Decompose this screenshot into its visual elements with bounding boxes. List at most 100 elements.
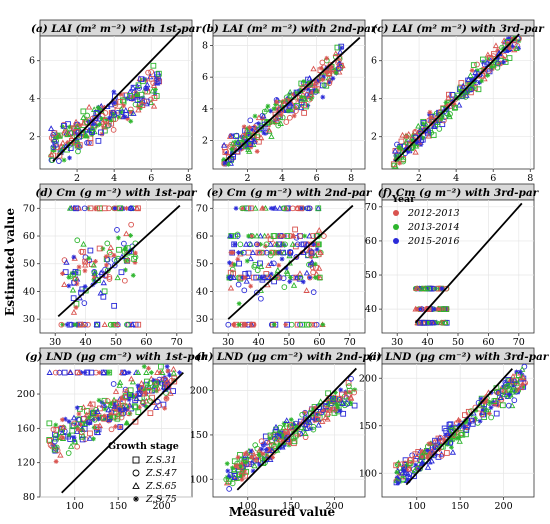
- x-tick-label: 40: [253, 337, 265, 348]
- point-asterisk: [146, 366, 151, 371]
- growth-stage-legend-label: Z.S.75: [145, 494, 177, 505]
- point-asterisk: [118, 425, 123, 430]
- x-tick-label: 70: [513, 337, 525, 348]
- x-tick-label: 100: [408, 501, 426, 512]
- y-tick-label: 70: [365, 202, 377, 213]
- point-asterisk: [118, 407, 123, 412]
- point-asterisk: [109, 415, 114, 420]
- point-asterisk: [272, 322, 277, 327]
- y-tick-label: 50: [365, 270, 377, 281]
- x-tick-label: 30: [222, 337, 234, 348]
- point-asterisk: [302, 234, 307, 239]
- point-asterisk: [244, 322, 249, 327]
- point-asterisk: [122, 406, 127, 411]
- point-asterisk: [247, 125, 252, 130]
- x-tick-label: 200: [495, 501, 513, 512]
- y-axis-label: Estimated value: [3, 208, 17, 316]
- x-tick-label: 150: [109, 501, 127, 512]
- y-tick-label: 2: [371, 132, 377, 143]
- point-asterisk: [100, 246, 105, 251]
- x-tick-label: 6: [148, 173, 154, 184]
- y-tick-label: 200: [190, 386, 208, 397]
- y-tick-label: 70: [196, 203, 208, 214]
- point-asterisk: [116, 235, 121, 240]
- point-asterisk: [77, 265, 82, 270]
- point-asterisk: [237, 322, 242, 327]
- point-asterisk: [112, 253, 117, 258]
- x-tick-label: 30: [49, 337, 61, 348]
- point-asterisk: [518, 370, 523, 375]
- point-asterisk: [255, 149, 260, 154]
- x-tick-label: 50: [110, 337, 122, 348]
- y-tick-label: 120: [17, 458, 35, 469]
- point-asterisk: [501, 60, 506, 65]
- point-asterisk: [77, 412, 82, 417]
- point-asterisk: [230, 147, 235, 152]
- x-tick-label: 50: [452, 337, 464, 348]
- point-asterisk: [97, 122, 102, 127]
- y-tick-label: 50: [23, 259, 35, 270]
- y-tick-label: 8: [202, 41, 208, 52]
- point-asterisk: [334, 402, 339, 407]
- x-tick-label: 8: [348, 173, 354, 184]
- point-asterisk: [320, 322, 325, 327]
- point-asterisk: [133, 251, 138, 256]
- y-tick-label: 70: [23, 203, 35, 214]
- y-tick-label: 100: [359, 468, 377, 479]
- point-asterisk: [83, 284, 88, 289]
- y-tick-label: 30: [23, 314, 35, 325]
- x-tick-label: 70: [171, 337, 183, 348]
- y-tick-label: 60: [196, 231, 208, 242]
- point-asterisk: [107, 116, 112, 121]
- x-tick-label: 40: [80, 337, 92, 348]
- point-asterisk: [74, 305, 79, 310]
- point-asterisk: [257, 452, 262, 457]
- point-asterisk: [288, 275, 293, 280]
- growth-stage-legend-label: Z.S.65: [145, 481, 177, 492]
- point-asterisk: [320, 77, 325, 82]
- point-asterisk: [231, 322, 236, 327]
- point-asterisk: [236, 250, 241, 255]
- point-asterisk: [282, 421, 287, 426]
- point-asterisk: [266, 104, 271, 109]
- point-asterisk: [227, 474, 232, 479]
- x-tick-label: 2: [74, 173, 80, 184]
- x-tick-label: 60: [313, 337, 325, 348]
- year-legend-label: 2015-2016: [407, 236, 460, 247]
- point-asterisk: [165, 369, 170, 374]
- point-asterisk: [338, 388, 343, 393]
- point-asterisk: [262, 131, 267, 136]
- panel-title: (a) LAI (m² m⁻²) with 1st-par: [31, 23, 202, 35]
- point-asterisk: [324, 56, 329, 61]
- point-asterisk: [111, 89, 116, 94]
- point-asterisk: [248, 284, 253, 289]
- point-asterisk: [249, 449, 254, 454]
- y-tick-label: 4: [29, 94, 35, 105]
- year-legend-label: 2012-2013: [407, 208, 460, 219]
- point-asterisk: [274, 99, 279, 104]
- point-asterisk: [395, 481, 400, 486]
- y-tick-label: 30: [196, 314, 208, 325]
- year-legend-swatch: [393, 238, 399, 244]
- point-asterisk: [121, 103, 126, 108]
- x-tick-label: 4: [111, 173, 117, 184]
- point-asterisk: [428, 441, 433, 446]
- point-asterisk: [506, 36, 511, 41]
- point-asterisk: [71, 255, 76, 260]
- point-asterisk: [67, 433, 72, 438]
- point-asterisk: [86, 256, 91, 261]
- x-tick-label: 40: [422, 337, 434, 348]
- point-asterisk: [128, 393, 133, 398]
- y-tick-label: 40: [196, 286, 208, 297]
- point-asterisk: [131, 273, 136, 278]
- point-asterisk: [136, 383, 141, 388]
- point-asterisk: [60, 417, 65, 422]
- point-asterisk: [253, 114, 258, 119]
- point-asterisk: [133, 496, 139, 502]
